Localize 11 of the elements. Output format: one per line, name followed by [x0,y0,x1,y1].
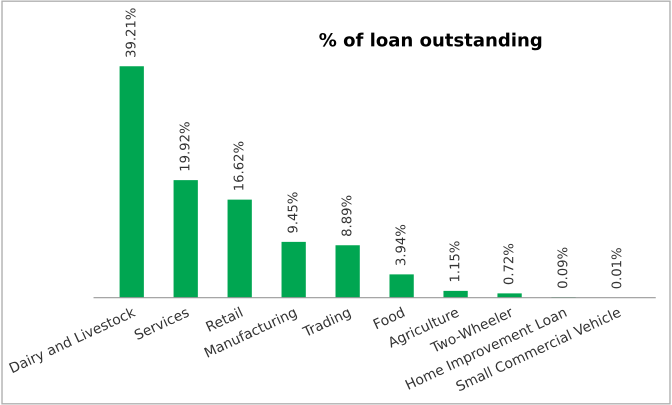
data-label: 3.94% [395,224,406,266]
data-label: 1.15% [449,241,460,282]
data-label: 9.45% [288,192,298,233]
data-label: 0.01% [611,248,622,288]
data-label: 0.09% [557,248,568,288]
data-label: 39.21% [126,8,136,57]
data-label: 16.62% [234,142,244,190]
data-label: 19.92% [180,122,190,170]
chart-title: % of loan outstanding [319,32,542,50]
data-label: 0.72% [503,244,514,284]
data-label: 8.89% [342,196,352,236]
